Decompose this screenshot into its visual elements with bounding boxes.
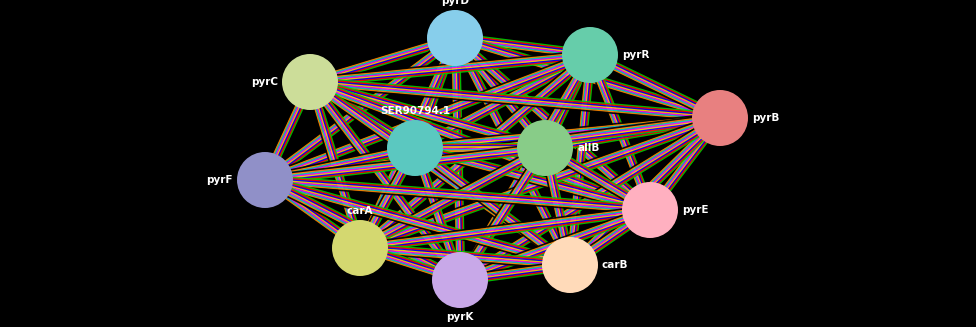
- Circle shape: [282, 54, 338, 110]
- Text: pyrK: pyrK: [446, 312, 473, 322]
- Circle shape: [332, 220, 388, 276]
- Circle shape: [622, 182, 678, 238]
- Text: pyrF: pyrF: [207, 175, 233, 185]
- Text: allB: allB: [577, 143, 599, 153]
- Text: pyrC: pyrC: [251, 77, 278, 87]
- Text: pyrE: pyrE: [682, 205, 709, 215]
- Circle shape: [432, 252, 488, 308]
- Text: pyrD: pyrD: [441, 0, 469, 6]
- Circle shape: [692, 90, 748, 146]
- Text: carA: carA: [346, 206, 373, 216]
- Circle shape: [237, 152, 293, 208]
- Text: carB: carB: [602, 260, 629, 270]
- Circle shape: [517, 120, 573, 176]
- Text: pyrB: pyrB: [752, 113, 780, 123]
- Circle shape: [542, 237, 598, 293]
- Circle shape: [427, 10, 483, 66]
- Circle shape: [562, 27, 618, 83]
- Text: pyrR: pyrR: [622, 50, 649, 60]
- Circle shape: [387, 120, 443, 176]
- Text: SER90794.1: SER90794.1: [380, 106, 450, 116]
